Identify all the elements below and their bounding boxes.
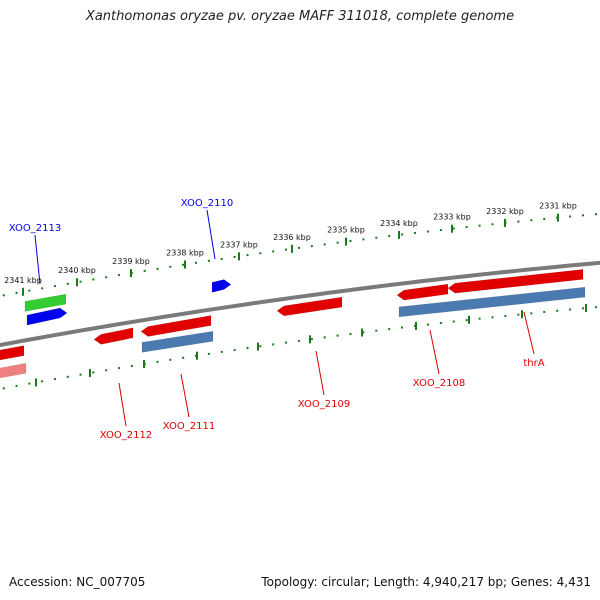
reverse-gene-feature [0,345,25,361]
tick-label: 2335 kbp [327,226,365,235]
label-leader-line [180,373,190,418]
tick-label: 2341 kbp [4,276,42,285]
cds-feature [398,286,586,318]
label-leader-line [34,234,41,285]
cds-feature [0,362,27,379]
genome-backbone [0,260,600,348]
forward-gene-feature [26,307,68,326]
tick-label: 2331 kbp [539,202,577,211]
outer-tick-rail [0,212,600,298]
tick-label: 2337 kbp [220,240,258,249]
gene-label: XOO_2108 [413,378,465,389]
genome-summary-text: Topology: circular; Length: 4,940,217 bp… [261,575,591,589]
tick-label: 2336 kbp [273,233,311,242]
inner-tick-rail [0,305,600,391]
tick-label: 2333 kbp [433,213,471,222]
cds-feature [141,330,214,353]
reverse-gene-feature [396,283,449,301]
gene-label: XOO_2113 [9,223,61,234]
reverse-gene-feature [140,315,212,337]
gene-label: thrA [523,358,544,369]
gene-label: XOO_2111 [163,421,215,432]
tick-label: 2339 kbp [112,257,150,266]
tick-label: 2340 kbp [58,266,96,275]
label-leader-line [315,350,325,396]
forward-gene-feature [211,279,232,293]
label-leader-line [523,311,535,355]
gene-label: XOO_2110 [181,198,233,209]
tick-label: 2338 kbp [166,249,204,258]
accession-text: Accession: NC_007705 [9,575,146,589]
tick-label: 2332 kbp [486,207,524,216]
reverse-gene-feature [93,327,134,345]
label-leader-line [118,382,127,427]
label-leader-line [429,329,440,375]
label-leader-line [206,209,216,260]
reverse-gene-feature [447,269,584,294]
map-title: Xanthomonas oryzae pv. oryzae MAFF 31101… [85,9,515,24]
gene-label: XOO_2112 [100,430,152,441]
rna-gene-feature [24,293,67,312]
gene-label: XOO_2109 [298,399,350,410]
reverse-gene-feature [276,296,343,317]
tick-label: 2334 kbp [380,219,418,228]
